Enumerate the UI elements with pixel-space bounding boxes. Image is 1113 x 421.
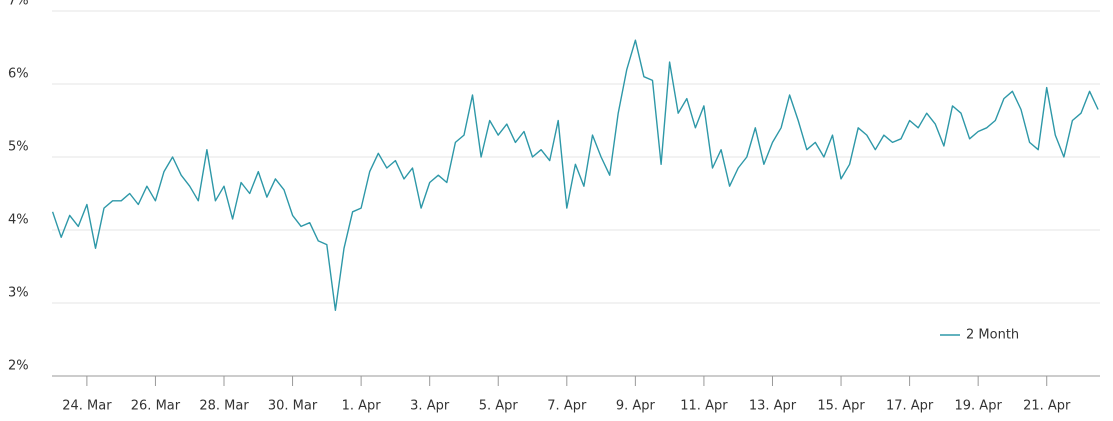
x-tick-label: 19. Apr <box>955 399 1003 414</box>
x-tick-label: 21. Apr <box>1023 399 1071 414</box>
x-tick-label: 24. Mar <box>62 399 112 414</box>
x-tick-label: 3. Apr <box>410 399 450 414</box>
y-tick-label: 6% <box>8 67 29 82</box>
y-tick-label: 3% <box>8 286 29 301</box>
x-tick-label: 28. Mar <box>199 399 249 414</box>
x-tick-label: 15. Apr <box>817 399 865 414</box>
legend-label: 2 Month <box>966 328 1019 343</box>
x-tick-label: 9. Apr <box>616 399 656 414</box>
x-tick-label: 7. Apr <box>547 399 587 414</box>
y-tick-label: 5% <box>8 140 29 155</box>
data-line <box>51 39 1099 311</box>
x-tick-label: 26. Mar <box>131 399 181 414</box>
x-tick-label: 11. Apr <box>680 399 728 414</box>
x-tick-label: 13. Apr <box>749 399 797 414</box>
x-tick-label: 5. Apr <box>479 399 519 414</box>
x-tick-label: 1. Apr <box>342 399 382 414</box>
y-tick-label: 7% <box>8 0 29 9</box>
x-tick-label: 17. Apr <box>886 399 934 414</box>
x-tick-label: 30. Mar <box>268 399 318 414</box>
y-tick-label: 2% <box>8 359 29 374</box>
y-tick-label: 4% <box>8 213 29 228</box>
